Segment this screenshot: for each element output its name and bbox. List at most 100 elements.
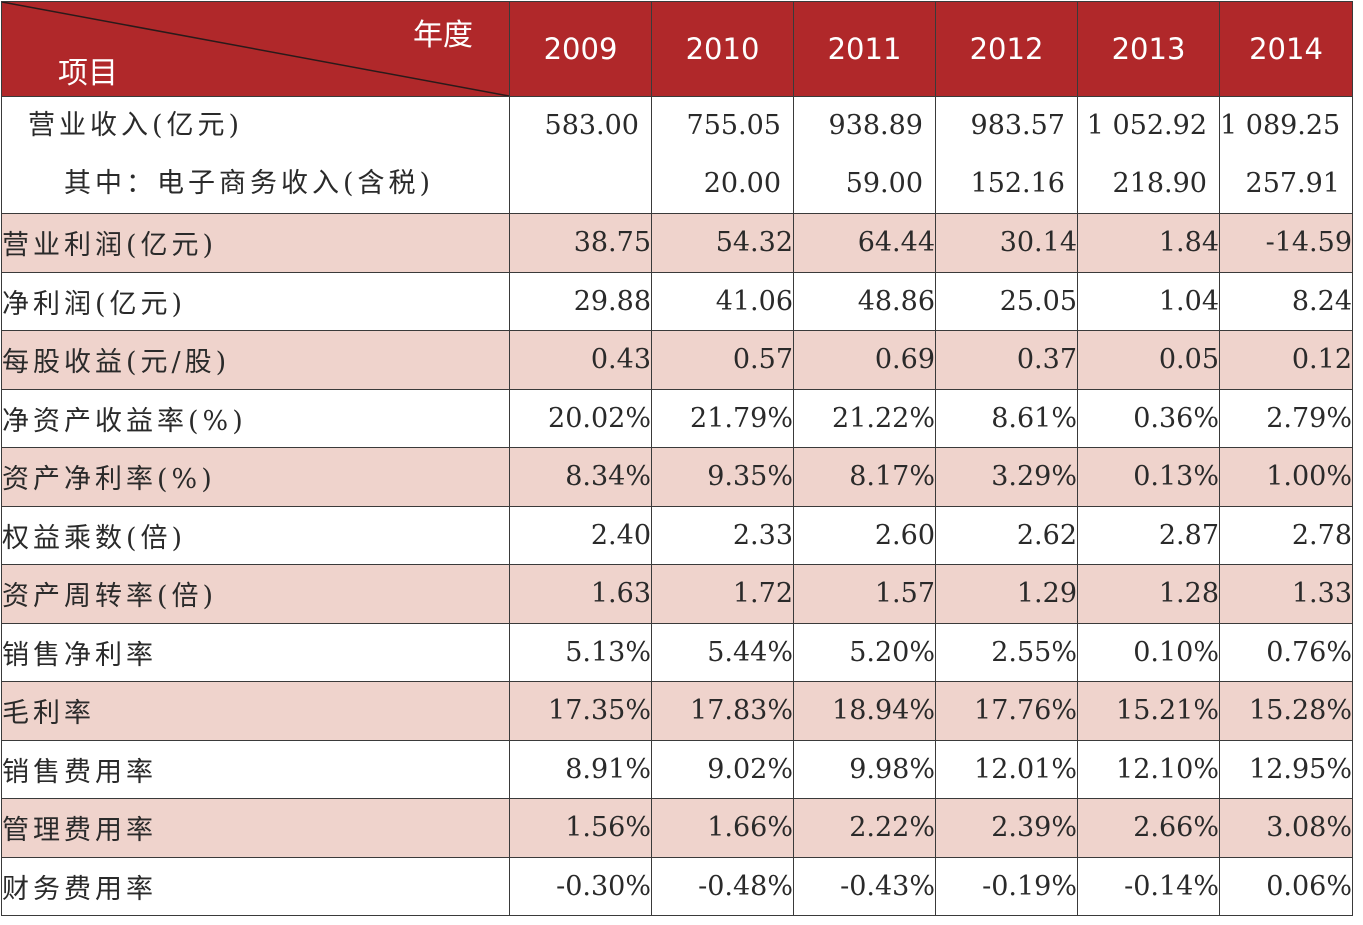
table-row-eps: 每股收益(元/股) 0.43 0.57 0.69 0.37 0.05 0.12 bbox=[1, 330, 1353, 390]
ecommerce-value: 59.00 bbox=[845, 168, 923, 199]
table-cell: 48.86 bbox=[793, 271, 936, 331]
table-cell: 1.56% bbox=[509, 798, 652, 858]
ecommerce-value: 152.16 bbox=[970, 168, 1065, 199]
table-cell: -0.14% bbox=[1077, 856, 1220, 916]
table-cell: 18.94% bbox=[793, 681, 936, 741]
corner-header-cell: 年度 项目 bbox=[1, 1, 510, 97]
table-cell: 2.55% bbox=[935, 622, 1078, 682]
table-cell: 1.29 bbox=[935, 564, 1078, 624]
year-header-2012: 2012 bbox=[935, 1, 1078, 97]
revenue-cell-2011: 938.89 59.00 bbox=[793, 96, 936, 214]
table-cell: 64.44 bbox=[793, 213, 936, 273]
table-cell: 0.57 bbox=[651, 330, 794, 390]
table-cell: -0.30% bbox=[509, 856, 652, 916]
ecommerce-value: 257.91 bbox=[1245, 168, 1340, 199]
table-cell: 1.33 bbox=[1219, 564, 1353, 624]
table-cell: 0.36% bbox=[1077, 388, 1220, 448]
table-row-operating-profit: 营业利润(亿元) 38.75 54.32 64.44 30.14 1.84 -1… bbox=[1, 213, 1353, 273]
revenue-cell-2013: 1 052.92 218.90 bbox=[1077, 96, 1220, 214]
table-cell: -14.59 bbox=[1219, 213, 1353, 273]
table-cell: 0.37 bbox=[935, 330, 1078, 390]
table-cell: 1.84 bbox=[1077, 213, 1220, 273]
table-cell: 0.10% bbox=[1077, 622, 1220, 682]
table-cell: 2.87 bbox=[1077, 505, 1220, 565]
table-cell: -0.43% bbox=[793, 856, 936, 916]
row-label: 每股收益(元/股) bbox=[1, 330, 510, 390]
table-cell: 2.79% bbox=[1219, 388, 1353, 448]
table-cell: 15.21% bbox=[1077, 681, 1220, 741]
row-label: 管理费用率 bbox=[1, 798, 510, 858]
revenue-cell-2010: 755.05 20.00 bbox=[651, 96, 794, 214]
revenue-cell-2014: 1 089.25 257.91 bbox=[1219, 96, 1353, 214]
table-row-net-margin: 销售净利率 5.13% 5.44% 5.20% 2.55% 0.10% 0.76… bbox=[1, 622, 1353, 682]
table-cell: 2.78 bbox=[1219, 505, 1353, 565]
table-cell: 9.02% bbox=[651, 739, 794, 799]
table-cell: 0.69 bbox=[793, 330, 936, 390]
table-cell: 21.22% bbox=[793, 388, 936, 448]
table-cell: 8.34% bbox=[509, 447, 652, 507]
table-cell: 54.32 bbox=[651, 213, 794, 273]
row-label: 权益乘数(倍) bbox=[1, 505, 510, 565]
table-cell: 2.66% bbox=[1077, 798, 1220, 858]
table-cell: 1.57 bbox=[793, 564, 936, 624]
table-row-roa: 资产净利率(%) 8.34% 9.35% 8.17% 3.29% 0.13% 1… bbox=[1, 447, 1353, 507]
table-cell: 21.79% bbox=[651, 388, 794, 448]
table-cell: -0.19% bbox=[935, 856, 1078, 916]
header-row: 年度 项目 2009 2010 2011 2012 2013 2014 bbox=[1, 1, 1353, 97]
year-header-2010: 2010 bbox=[651, 1, 794, 97]
revenue-value: 938.89 bbox=[828, 110, 923, 141]
table-cell: 0.43 bbox=[509, 330, 652, 390]
ecommerce-value: 20.00 bbox=[703, 168, 781, 199]
revenue-value: 755.05 bbox=[686, 110, 781, 141]
revenue-label: 营业收入(亿元) bbox=[28, 110, 244, 141]
diagonal-divider bbox=[2, 2, 509, 96]
revenue-value: 1 052.92 bbox=[1086, 110, 1207, 141]
table-cell: -0.48% bbox=[651, 856, 794, 916]
year-header-2009: 2009 bbox=[509, 1, 652, 97]
row-label: 净资产收益率(%) bbox=[1, 388, 510, 448]
table-cell: 17.35% bbox=[509, 681, 652, 741]
table-cell: 17.83% bbox=[651, 681, 794, 741]
year-header-2011: 2011 bbox=[793, 1, 936, 97]
table-cell: 30.14 bbox=[935, 213, 1078, 273]
table-cell: 0.12 bbox=[1219, 330, 1353, 390]
table-row-admin-expense: 管理费用率 1.56% 1.66% 2.22% 2.39% 2.66% 3.08… bbox=[1, 798, 1353, 858]
table-cell: 9.98% bbox=[793, 739, 936, 799]
table-cell: 5.44% bbox=[651, 622, 794, 682]
row-label: 销售费用率 bbox=[1, 739, 510, 799]
table-cell: 1.00% bbox=[1219, 447, 1353, 507]
table-cell: 0.05 bbox=[1077, 330, 1220, 390]
table-cell: 3.29% bbox=[935, 447, 1078, 507]
table-cell: 3.08% bbox=[1219, 798, 1353, 858]
item-axis-label: 项目 bbox=[58, 56, 118, 91]
table-row-gross-margin: 毛利率 17.35% 17.83% 18.94% 17.76% 15.21% 1… bbox=[1, 681, 1353, 741]
row-label: 营业利润(亿元) bbox=[1, 213, 510, 273]
table-cell: 2.62 bbox=[935, 505, 1078, 565]
table-row-revenue: 营业收入(亿元) 其中：电子商务收入(含税) 583.00 755.05 20.… bbox=[1, 96, 1353, 214]
row-label-revenue: 营业收入(亿元) 其中：电子商务收入(含税) bbox=[1, 96, 510, 214]
table-cell: 2.39% bbox=[935, 798, 1078, 858]
table-cell: 12.95% bbox=[1219, 739, 1353, 799]
revenue-value: 583.00 bbox=[544, 110, 639, 141]
table-cell: 8.17% bbox=[793, 447, 936, 507]
row-label: 净利润(亿元) bbox=[1, 271, 510, 331]
table-cell: 1.04 bbox=[1077, 271, 1220, 331]
table-cell: 12.10% bbox=[1077, 739, 1220, 799]
revenue-cell-2009: 583.00 bbox=[509, 96, 652, 214]
year-header-2013: 2013 bbox=[1077, 1, 1220, 97]
table-cell: 12.01% bbox=[935, 739, 1078, 799]
ecommerce-value bbox=[510, 155, 651, 213]
table-cell: 1.28 bbox=[1077, 564, 1220, 624]
table-cell: 17.76% bbox=[935, 681, 1078, 741]
table-cell: 1.66% bbox=[651, 798, 794, 858]
table-cell: 8.24 bbox=[1219, 271, 1353, 331]
revenue-value: 983.57 bbox=[970, 110, 1065, 141]
table-cell: 8.91% bbox=[509, 739, 652, 799]
table-cell: 0.76% bbox=[1219, 622, 1353, 682]
table-row-roe: 净资产收益率(%) 20.02% 21.79% 21.22% 8.61% 0.3… bbox=[1, 388, 1353, 448]
year-axis-label: 年度 bbox=[413, 18, 473, 53]
table-cell: 2.60 bbox=[793, 505, 936, 565]
table-cell: 1.72 bbox=[651, 564, 794, 624]
